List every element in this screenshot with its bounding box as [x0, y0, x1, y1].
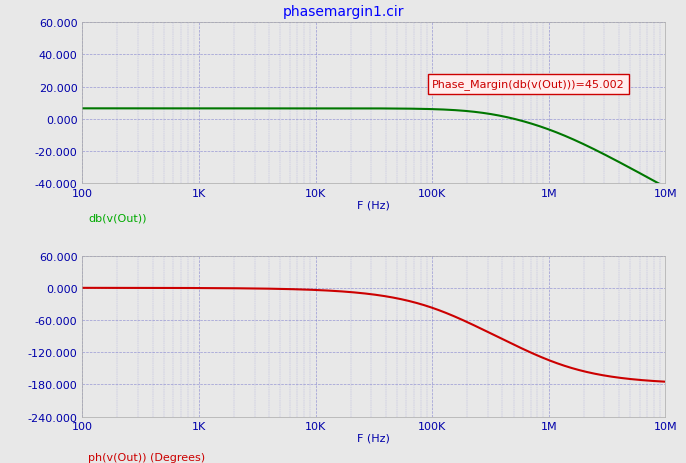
X-axis label: F (Hz): F (Hz)	[357, 200, 390, 210]
Text: phasemargin1.cir: phasemargin1.cir	[282, 5, 404, 19]
Text: ph(v(Out)) (Degrees): ph(v(Out)) (Degrees)	[88, 452, 205, 462]
Text: Phase_Margin(db(v(Out)))=45.002: Phase_Margin(db(v(Out)))=45.002	[432, 80, 625, 90]
X-axis label: F (Hz): F (Hz)	[357, 433, 390, 443]
Text: db(v(Out)): db(v(Out))	[88, 213, 147, 223]
